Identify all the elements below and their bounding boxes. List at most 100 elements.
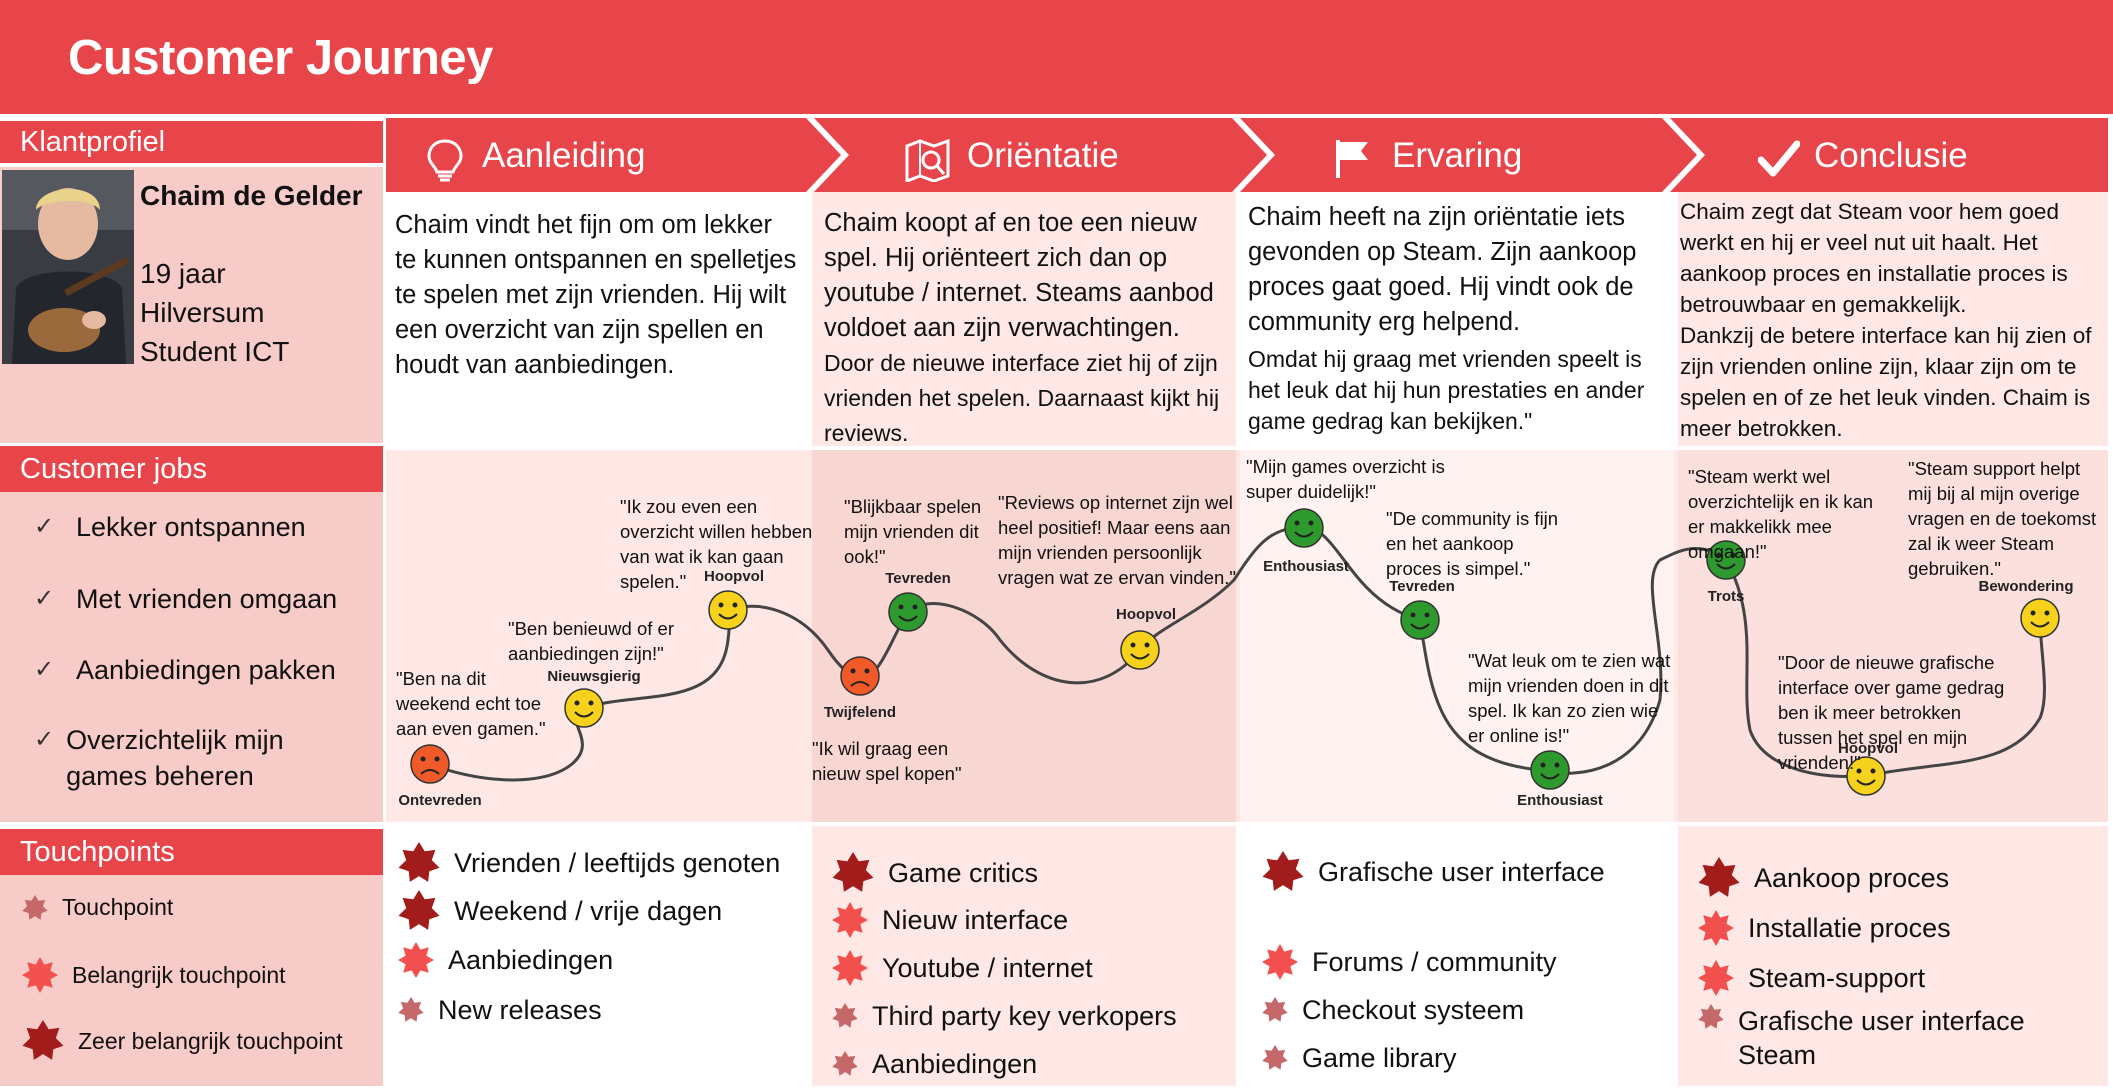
emotion-quote: "Wat leuk om te zien wat mijn vrienden d…: [1468, 650, 1671, 746]
touchpoint-label: Youtube / internet: [882, 952, 1093, 983]
normal-touchpoint-icon: [1262, 997, 1288, 1022]
very-important-touchpoint-icon: [398, 842, 440, 882]
profile-occupation: Student ICT: [140, 336, 290, 367]
emotion-label: Hoopvol: [704, 568, 764, 585]
legend-item: Belangrijk touchpoint: [22, 957, 286, 993]
stage-2-description-extra: Door de nieuwe interface ziet hij of zij…: [824, 350, 1220, 446]
very-important-touchpoint-icon: [22, 1020, 64, 1060]
flag-icon: [1336, 140, 1368, 178]
touchpoint-label: Nieuw interface: [882, 904, 1069, 935]
touchpoint-item: Forums / community: [1262, 942, 1557, 982]
lightbulb-icon: [427, 139, 463, 182]
enthusiastic-face-icon: [1530, 750, 1570, 790]
stage-2-label: Oriëntatie: [967, 136, 1119, 175]
customer-jobs-header: Customer jobs: [0, 446, 383, 492]
job-label: Met vrienden omgaan: [76, 584, 338, 614]
touchpoint-label: Aanbiedingen: [872, 1048, 1038, 1079]
emotion-quote: "Reviews op internet zijn wel heel posit…: [998, 492, 1236, 588]
touchpoint-item: Grafische user interface Steam: [1698, 1004, 2038, 1070]
touchpoint-label: Steam-support: [1748, 962, 1926, 993]
touchpoint-item: Nieuw interface: [832, 900, 1068, 940]
stage-3-description-extra: Omdat hij graag met vrienden speelt is h…: [1248, 346, 1645, 434]
stage-1-chevron: [386, 118, 841, 192]
emotion-label: Nieuwsgierig: [547, 668, 641, 685]
emotion-label: Tevreden: [885, 570, 951, 587]
avatar: [2, 170, 134, 364]
stage-1-touchpoints-bg: [386, 826, 808, 1086]
map-search-icon: [905, 138, 950, 182]
touchpoint-item: Steam-support: [1698, 958, 1925, 998]
stage-4-touchpoints-bg: [1678, 826, 2108, 1086]
stage-1-description: Chaim vindt het fijn om om lekker te kun…: [395, 211, 797, 379]
customer-jobs-panel: [0, 492, 383, 822]
profile-header: Klantprofiel: [0, 121, 383, 163]
hopeful-face-icon: [708, 590, 748, 630]
important-touchpoint-icon: [832, 950, 868, 986]
emotion-quote: "Blijkbaar spelen mijn vrienden dit ook!…: [844, 496, 982, 567]
job-item: ✓ Aanbiedingen pakken: [34, 655, 336, 686]
emotion-area-stage-2: [812, 450, 1236, 822]
legend-item: Touchpoint: [22, 894, 173, 921]
normal-touchpoint-icon: [1262, 1045, 1288, 1070]
touchpoint-item: New releases: [398, 990, 602, 1030]
touchpoint-item: Aanbiedingen: [398, 940, 613, 980]
stage-1-label: Aanleiding: [482, 136, 646, 175]
stage-2-touchpoints-bg: [812, 826, 1236, 1086]
stage-4-description: Chaim zegt dat Steam voor hem goed werkt…: [1680, 196, 2105, 444]
touchpoint-item: Youtube / internet: [832, 948, 1093, 988]
hopeful-face-icon: [1846, 756, 1886, 796]
emotion-label: Ontevreden: [398, 792, 482, 809]
stage-4-chevron: [1670, 118, 2108, 192]
touchpoint-item: Weekend / vrije dagen: [398, 890, 723, 931]
touchpoint-item: Game library: [1262, 1038, 1457, 1078]
touchpoint-label: Weekend / vrije dagen: [454, 895, 723, 926]
stage-2-description-main: Chaim koopt af en toe een nieuw spel. Hi…: [824, 209, 1214, 342]
touchpoint-label: Aankoop proces: [1754, 862, 1950, 893]
touchpoint-item: Vrienden / leeftijds genoten: [398, 842, 781, 883]
touchpoint-label: New releases: [438, 994, 602, 1025]
stage-1-text-bg: [386, 191, 808, 446]
doubtful-face-icon: [840, 656, 880, 696]
job-item: ✓ Overzichtelijk mijn games beheren: [34, 722, 334, 794]
touchpoints-header: Touchpoints: [0, 829, 383, 875]
stage-4-description-main: Chaim zegt dat Steam voor hem goed werkt…: [1680, 199, 2068, 317]
stage-2-chevron: [814, 118, 1267, 192]
emotion-quote: "Ben benieuwd of er aanbiedingen zijn!": [508, 618, 674, 664]
hopeful-face-icon: [1120, 630, 1160, 670]
check-icon: ✓: [34, 585, 55, 612]
touchpoint-label: Game library: [1302, 1042, 1457, 1073]
normal-touchpoint-icon: [832, 1051, 858, 1076]
legend-item: Zeer belangrijk touchpoint: [22, 1020, 343, 1062]
touchpoint-label: Vrienden / leeftijds genoten: [454, 847, 781, 878]
legend-label: Zeer belangrijk touchpoint: [78, 1027, 343, 1054]
very-important-touchpoint-icon: [1698, 857, 1740, 897]
emotion-label: Hoopvol: [1116, 606, 1176, 623]
touchpoint-item: Game critics: [832, 852, 1038, 893]
normal-touchpoint-icon: [22, 894, 48, 920]
check-icon: ✓: [34, 656, 55, 683]
touchpoint-label: Forums / community: [1312, 946, 1557, 977]
emotion-label: Enthousiast: [1263, 558, 1349, 575]
emotion-quote: "Ik wil graag een nieuw spel kopen": [812, 738, 962, 784]
very-important-touchpoint-icon: [1262, 851, 1304, 891]
job-label: Lekker ontspannen: [76, 512, 306, 542]
stage-3-description: Chaim heeft na zijn oriëntatie iets gevo…: [1248, 200, 1666, 437]
satisfied-face-icon: [1400, 600, 1440, 640]
stage-3-label: Ervaring: [1392, 136, 1523, 175]
admiring-face-icon: [2020, 598, 2060, 638]
emotion-label: Tevreden: [1389, 578, 1455, 595]
emotion-label: Trots: [1707, 588, 1745, 605]
stage-3-chevron: [1240, 118, 1697, 192]
emotion-label: Twijfelend: [823, 704, 897, 721]
emotion-label: Enthousiast: [1517, 792, 1603, 809]
normal-touchpoint-icon: [1698, 1004, 1724, 1029]
important-touchpoint-icon: [1262, 944, 1298, 980]
stage-4-description-extra: Dankzij de betere interface kan hij zien…: [1680, 323, 2092, 441]
important-touchpoint-icon: [832, 902, 868, 938]
touchpoint-label: Aanbiedingen: [448, 944, 614, 975]
touchpoint-label: Grafische user interface: [1318, 856, 1605, 887]
touchpoints-legend-panel: [0, 875, 383, 1086]
enthusiastic-face-icon: [1284, 508, 1324, 548]
emotion-quote: "Ben na dit weekend echt toe aan even ga…: [396, 668, 546, 739]
emotion-quote: "Door de nieuwe grafische interface over…: [1778, 652, 2005, 773]
